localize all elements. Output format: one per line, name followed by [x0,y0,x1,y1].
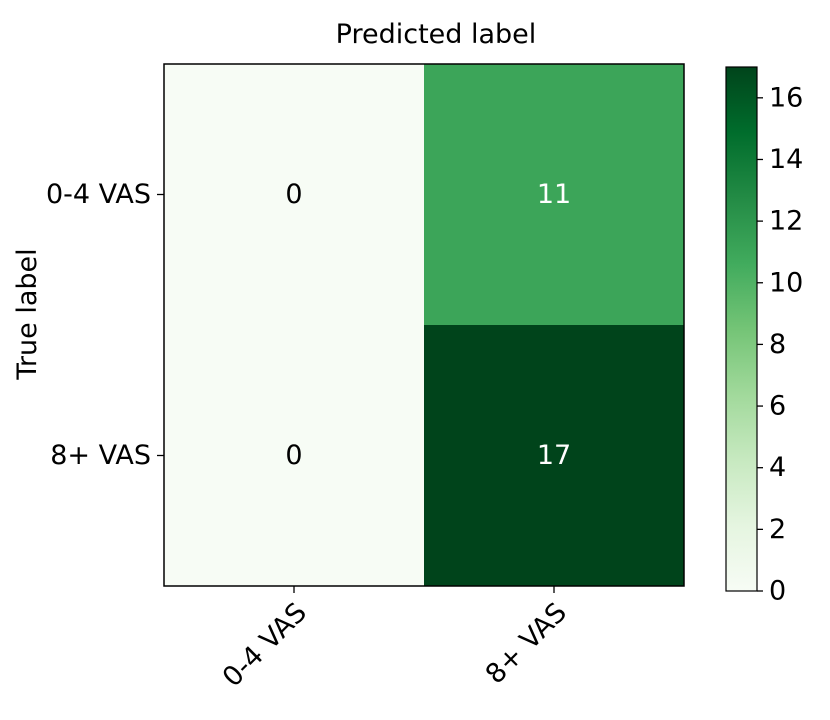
heatmap-cell-labels: 0 11 0 17 [285,179,571,471]
x-tick-label: 8+ VAS [480,597,573,690]
cell-value-label: 11 [537,179,571,210]
y-tick-label: 0-4 VAS [46,179,151,210]
x-axis-ticks: 0-4 VAS 8+ VAS [217,586,573,693]
y-tick-label: 8+ VAS [50,440,151,471]
plot-frame [163,63,685,587]
cell-value-label: 17 [537,440,571,471]
y-axis-label: True label [12,248,43,380]
colorbar-tick-label: 10 [769,267,803,298]
heatmap-cell [424,325,685,587]
colorbar-tick-label: 0 [769,576,786,607]
colorbar-ticks: 0 2 4 6 8 10 12 14 16 [757,82,803,607]
cell-value-label: 0 [285,179,302,210]
heatmap-cell [164,64,425,326]
y-axis-ticks: 0-4 VAS 8+ VAS [46,179,164,471]
cell-value-label: 0 [285,440,302,471]
colorbar-tick-label: 16 [769,82,803,113]
heatmap-cell [164,325,425,587]
colorbar-tick-label: 6 [769,391,786,422]
colorbar-tick-label: 2 [769,514,786,545]
heatmap-cells [164,64,685,587]
chart-title: Predicted label [336,19,537,50]
colorbar-tick-label: 4 [769,452,786,483]
colorbar-tick-label: 12 [769,206,803,237]
colorbar-tick-label: 8 [769,329,786,360]
heatmap-cell [424,64,685,326]
colorbar-tick-label: 14 [769,144,803,175]
x-tick-label: 0-4 VAS [217,597,313,693]
colorbar [725,66,758,592]
